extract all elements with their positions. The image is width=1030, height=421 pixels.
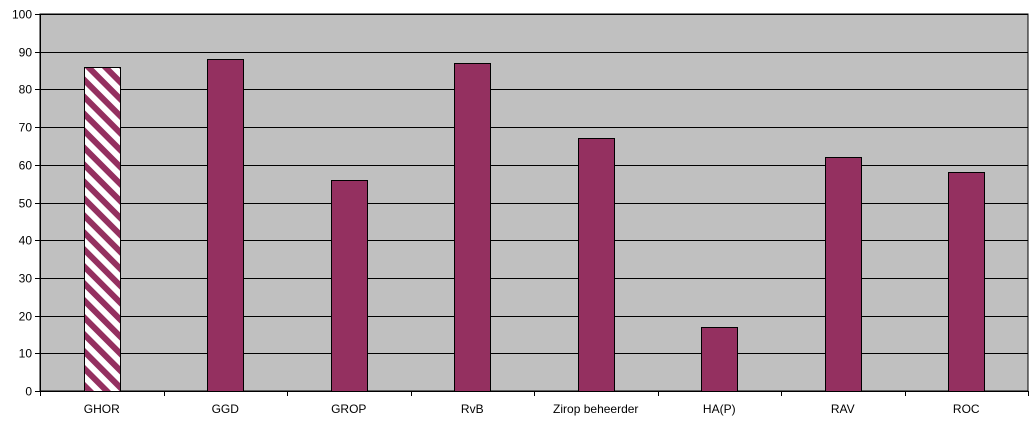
bar-ggd — [207, 59, 244, 392]
y-tick-label: 100 — [12, 8, 32, 22]
x-tick-label: GGD — [212, 402, 240, 416]
x-tick-label: RvB — [461, 402, 484, 416]
y-tick-label: 70 — [19, 121, 33, 135]
y-tick-label: 50 — [19, 197, 33, 211]
x-tick-label: HA(P) — [703, 402, 736, 416]
y-tick-label: 20 — [19, 310, 33, 324]
x-tick-label: GROP — [331, 402, 366, 416]
y-tick-label: 0 — [25, 385, 32, 399]
tick-labels: 0 10 20 30 40 50 60 70 80 90 100 GHOR GGD GROP RvB Ziro… — [12, 8, 980, 417]
y-tick-label: 30 — [19, 272, 33, 286]
bar-grop — [331, 180, 368, 392]
x-tick-label: Zirop beheerder — [553, 402, 638, 416]
bar-rav — [825, 157, 862, 392]
bar-rvb — [454, 63, 491, 392]
bar-ha-p — [701, 327, 738, 392]
x-tick-label: RAV — [831, 402, 855, 416]
plot-area — [39, 13, 1029, 392]
axes — [35, 14, 1029, 396]
bar-zirop-beheerder — [578, 138, 615, 392]
bar-roc — [948, 172, 985, 392]
y-tick-label: 60 — [19, 159, 33, 173]
x-tick-label: ROC — [953, 402, 980, 416]
y-tick-label: 90 — [19, 46, 33, 60]
x-tick-label: GHOR — [84, 402, 120, 416]
gridlines — [40, 14, 1028, 354]
y-tick-label: 40 — [19, 234, 33, 248]
bar-ghor — [84, 67, 121, 392]
y-tick-label: 80 — [19, 83, 33, 97]
y-tick-label: 10 — [19, 347, 33, 361]
